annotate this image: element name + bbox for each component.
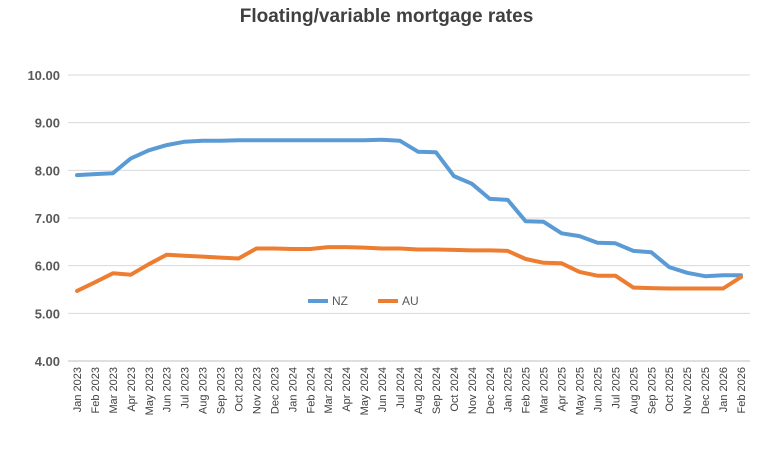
y-tick-label: 6.00 bbox=[35, 259, 60, 274]
legend: NZ AU bbox=[308, 294, 419, 308]
x-tick-label: Mar 2023 bbox=[108, 367, 120, 413]
x-tick-label: Mar 2025 bbox=[539, 367, 551, 413]
x-tick-label: Feb 2025 bbox=[521, 367, 533, 413]
x-tick-label: Jul 2025 bbox=[610, 367, 622, 409]
gridlines bbox=[68, 74, 750, 362]
x-tick-label: Sep 2023 bbox=[216, 367, 228, 414]
x-tick-label: Jul 2023 bbox=[180, 367, 192, 409]
x-tick-label: Apr 2024 bbox=[341, 367, 353, 412]
y-tick-label: 5.00 bbox=[35, 306, 60, 321]
x-tick-label: May 2023 bbox=[144, 367, 156, 415]
x-tick-label: Jul 2024 bbox=[395, 367, 407, 409]
x-tick-label: Jan 2023 bbox=[72, 367, 84, 412]
x-tick-label: Oct 2024 bbox=[449, 367, 461, 412]
x-tick-label: Dec 2023 bbox=[269, 367, 281, 414]
x-tick-label: Sep 2024 bbox=[431, 367, 443, 414]
x-tick-label: Jan 2024 bbox=[287, 367, 299, 412]
x-tick-label: Feb 2023 bbox=[90, 367, 102, 413]
x-tick-label: Nov 2023 bbox=[251, 367, 263, 414]
x-tick-label: Dec 2025 bbox=[700, 367, 712, 414]
x-tick-label: Apr 2025 bbox=[557, 367, 569, 412]
x-tick-label: Nov 2024 bbox=[467, 367, 479, 414]
x-tick-label: Nov 2025 bbox=[682, 367, 694, 414]
x-tick-label: Feb 2026 bbox=[736, 367, 748, 413]
x-axis-ticks: Jan 2023 Feb 2023 Mar 2023 Apr 2023 May 2023… bbox=[72, 367, 748, 415]
series-group bbox=[75, 137, 743, 293]
y-tick-label: 10.00 bbox=[27, 68, 60, 83]
legend-label-au: AU bbox=[402, 294, 419, 308]
x-tick-label: Aug 2024 bbox=[413, 367, 425, 414]
x-tick-label: Jan 2025 bbox=[503, 367, 515, 412]
y-tick-label: 4.00 bbox=[35, 354, 60, 369]
x-tick-label: Oct 2023 bbox=[234, 367, 246, 412]
x-tick-label: Jun 2025 bbox=[592, 367, 604, 412]
legend-label-nz: NZ bbox=[332, 294, 348, 308]
chart-title: Floating/variable mortgage rates bbox=[239, 6, 534, 27]
x-tick-label: Jun 2023 bbox=[162, 367, 174, 412]
series-line-au bbox=[75, 245, 743, 293]
x-tick-label: Apr 2023 bbox=[126, 367, 138, 412]
x-tick-label: Aug 2023 bbox=[198, 367, 210, 414]
x-tick-label: Jan 2026 bbox=[718, 367, 730, 412]
x-tick-label: Mar 2024 bbox=[323, 367, 335, 413]
x-tick-label: Feb 2024 bbox=[305, 367, 317, 413]
x-tick-label: Oct 2025 bbox=[664, 367, 676, 412]
x-tick-label: May 2025 bbox=[575, 367, 587, 415]
x-tick-label: Jun 2024 bbox=[377, 367, 389, 412]
x-tick-label: Aug 2025 bbox=[628, 367, 640, 414]
x-tick-label: Sep 2025 bbox=[646, 367, 658, 414]
y-tick-label: 7.00 bbox=[35, 211, 60, 226]
series-line-nz bbox=[75, 137, 743, 279]
y-axis-ticks: 4.00 5.00 6.00 7.00 8.00 9.00 10.00 bbox=[27, 68, 60, 369]
x-tick-label: Dec 2024 bbox=[485, 367, 497, 414]
y-tick-label: 9.00 bbox=[35, 116, 60, 131]
y-tick-label: 8.00 bbox=[35, 163, 60, 178]
x-tick-label: May 2024 bbox=[359, 367, 371, 415]
